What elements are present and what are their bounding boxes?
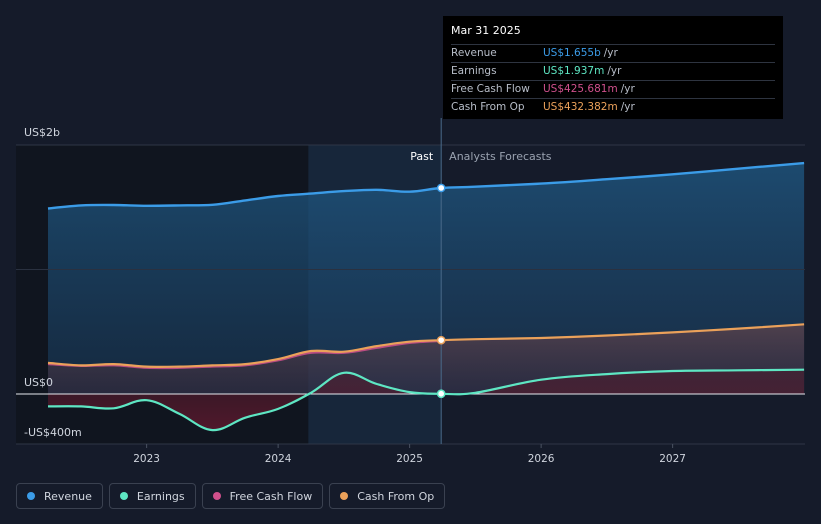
- legend-item-cash-from-op[interactable]: Cash From Op: [329, 483, 446, 509]
- past-label: Past: [410, 150, 434, 163]
- legend-dot-icon: [212, 492, 221, 500]
- legend-label: Revenue: [44, 489, 92, 503]
- legend-dot-icon: [340, 492, 349, 500]
- tooltip-label: Revenue: [451, 47, 497, 59]
- tooltip-date: Mar 31 2025: [451, 24, 521, 37]
- tooltip-unit: /yr: [620, 83, 635, 95]
- x-tick-label: 2023: [133, 453, 160, 465]
- legend-label: Free Cash Flow: [229, 489, 313, 503]
- earnings-marker: [436, 389, 446, 399]
- cash-from-op-marker: [436, 335, 446, 345]
- tooltip-unit: /yr: [620, 101, 635, 113]
- tooltip-value: US$1.655b: [543, 47, 601, 59]
- tooltip-row-revenue: Revenue US$1.655b /yr: [451, 44, 775, 62]
- legend-label: Cash From Op: [357, 489, 435, 503]
- tooltip-panel: Mar 31 2025 Revenue US$1.655b /yr Earnin…: [443, 16, 783, 119]
- tooltip-row-free-cash-flow: Free Cash Flow US$425.681m /yr: [451, 80, 775, 98]
- tooltip-label: Free Cash Flow: [451, 83, 530, 95]
- tooltip-label: Cash From Op: [451, 101, 525, 113]
- legend-item-free-cash-flow[interactable]: Free Cash Flow: [201, 483, 324, 509]
- legend-item-earnings[interactable]: Earnings: [108, 483, 196, 509]
- free-cash-flow-line: [47, 340, 442, 370]
- earnings-line: [47, 368, 805, 432]
- tooltip-value: US$1.937m: [543, 65, 605, 77]
- x-tick-label: 2027: [659, 453, 686, 465]
- tooltip-unit: /yr: [603, 47, 618, 59]
- tooltip-row-earnings: Earnings US$1.937m /yr: [451, 62, 775, 80]
- cash-from-op-line: [47, 323, 805, 368]
- y-axis-label-bottom: -US$400m: [24, 426, 82, 439]
- x-tick-label: 2024: [265, 453, 292, 465]
- revenue-marker: [436, 183, 446, 193]
- legend-label: Earnings: [136, 489, 185, 503]
- chart-legend: Revenue Earnings Free Cash Flow Cash Fro…: [16, 483, 446, 509]
- y-axis-label-zero: US$0: [24, 376, 53, 389]
- x-tick-label: 2026: [528, 453, 555, 465]
- earnings-area: [48, 369, 805, 431]
- y-axis-label-top: US$2b: [24, 126, 60, 139]
- tooltip-row-cash-from-op: Cash From Op US$432.382m /yr: [451, 98, 775, 116]
- legend-dot-icon: [119, 492, 128, 500]
- tooltip-label: Earnings: [451, 65, 497, 77]
- revenue-line: [47, 161, 805, 210]
- legend-item-revenue[interactable]: Revenue: [16, 483, 103, 509]
- legend-dot-icon: [27, 492, 35, 500]
- tooltip-value: US$432.382m: [543, 101, 618, 113]
- tooltip-value: US$425.681m: [543, 83, 618, 95]
- x-tick-label: 2025: [396, 453, 423, 465]
- forecast-label: Analysts Forecasts: [449, 150, 552, 163]
- tooltip-unit: /yr: [607, 65, 622, 77]
